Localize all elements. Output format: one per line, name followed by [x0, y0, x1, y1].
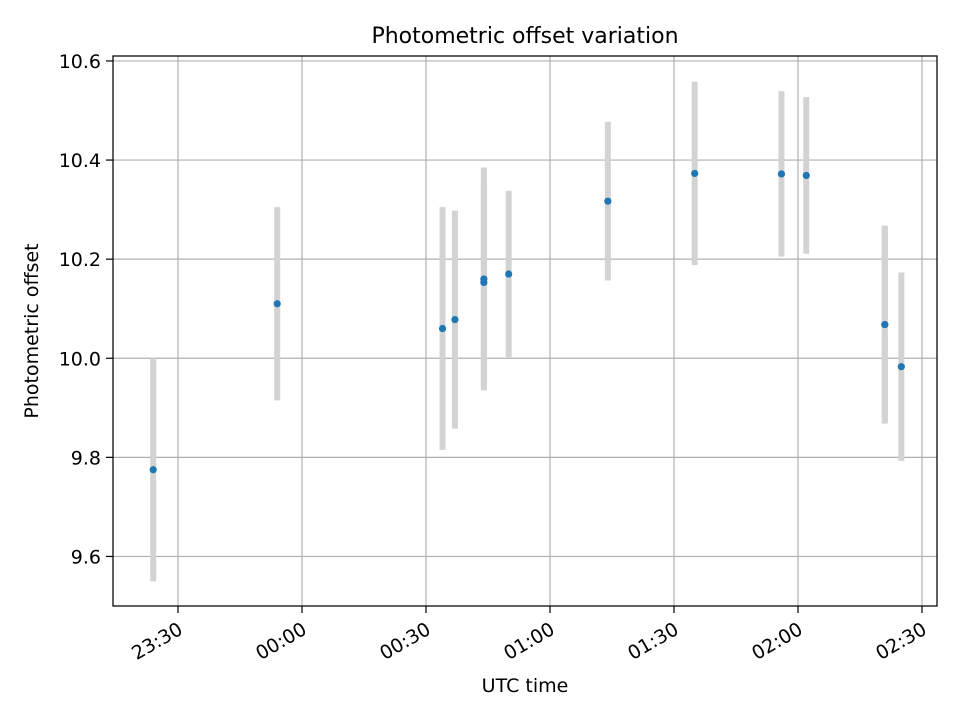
data-point [480, 278, 488, 287]
data-point [438, 324, 447, 333]
data-points [149, 169, 905, 474]
data-point [505, 270, 513, 278]
plot-frame [112, 55, 938, 607]
y-tick-label: 10.4 [59, 150, 101, 172]
data-point [149, 466, 157, 474]
data-point [604, 197, 612, 205]
y-tick-label: 10.0 [59, 348, 101, 370]
data-point [802, 171, 810, 180]
grid [113, 56, 937, 606]
data-point [273, 300, 281, 308]
y-tick-label: 9.8 [71, 447, 101, 469]
chart-title: Photometric offset variation [371, 24, 678, 49]
data-point [897, 363, 905, 371]
y-tick-label: 9.6 [71, 546, 101, 568]
data-point [691, 169, 699, 178]
x-axis-label: UTC time [482, 675, 569, 697]
y-tick-label: 10.2 [59, 249, 101, 271]
y-axis-label: Photometric offset [21, 243, 43, 418]
data-point [881, 320, 889, 329]
data-point [777, 170, 786, 178]
data-point [451, 316, 459, 324]
y-tick-label: 10.6 [59, 51, 101, 73]
y-axis-ticks: 9.6 9.8 10.0 10.2 10.4 10.6 [59, 51, 113, 568]
